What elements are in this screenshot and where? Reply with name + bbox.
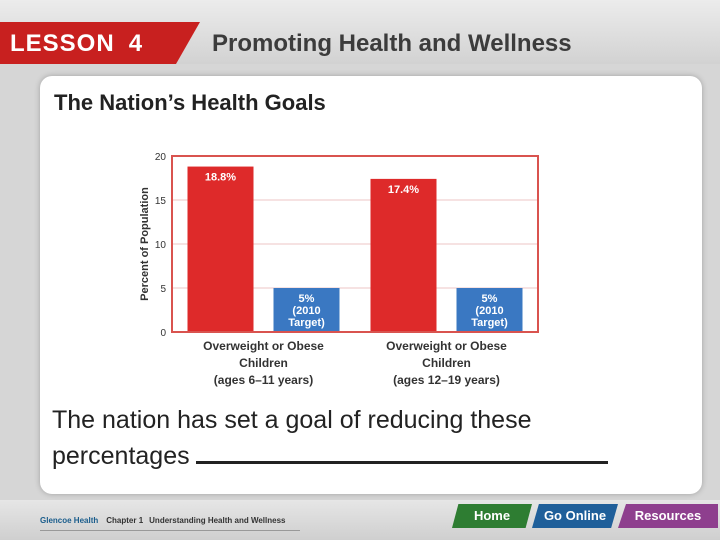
lesson-number: 4 bbox=[128, 30, 144, 57]
slide-body: The nation has set a goal of reducing th… bbox=[52, 402, 662, 474]
footer-divider bbox=[40, 530, 300, 531]
y-axis-label: Percent of Population bbox=[139, 187, 151, 301]
home-button[interactable]: Home bbox=[452, 504, 532, 528]
header-bar: LESSON 4 Promoting Health and Wellness bbox=[0, 0, 720, 64]
x-category-label: Overweight or Obese bbox=[386, 339, 507, 353]
lesson-tab bbox=[0, 22, 200, 64]
y-tick-label: 15 bbox=[155, 196, 167, 207]
plot-frame bbox=[171, 155, 539, 333]
x-category-label: Children bbox=[239, 356, 288, 370]
slide-card: The Nation’s Health Goals 0 5 10 15 20 Percen… bbox=[40, 76, 702, 494]
bar bbox=[187, 166, 254, 332]
go-online-button[interactable]: Go Online bbox=[532, 504, 618, 528]
footer-bar: Glencoe Health Chapter 1 Understanding Hea… bbox=[0, 500, 720, 540]
bar bbox=[370, 178, 437, 332]
bar bbox=[456, 288, 523, 332]
fill-in-blank-line bbox=[195, 439, 608, 464]
chapter-number: Chapter 1 bbox=[106, 516, 144, 525]
resources-button[interactable]: Resources bbox=[618, 504, 718, 528]
slide-title: The Nation’s Health Goals bbox=[54, 90, 326, 115]
x-category-label: (ages 12–19 years) bbox=[393, 373, 500, 387]
bar-value-label: Target) bbox=[288, 317, 325, 329]
y-tick-label: 0 bbox=[160, 328, 166, 339]
bar-value-label: 5% bbox=[482, 293, 498, 305]
bar-value-label: 18.8% bbox=[205, 172, 236, 184]
bar bbox=[273, 288, 340, 332]
x-category-label: Overweight or Obese bbox=[203, 339, 324, 353]
bar-value-label: 17.4% bbox=[388, 184, 419, 196]
y-tick-label: 20 bbox=[155, 152, 167, 163]
lesson-word: LESSON bbox=[10, 30, 115, 57]
lesson-title: Promoting Health and Wellness bbox=[212, 30, 572, 57]
slide-body-text: The nation has set a goal of reducing th… bbox=[52, 406, 532, 470]
x-category-label: (ages 6–11 years) bbox=[214, 373, 313, 387]
bar-value-label: (2010 bbox=[475, 305, 503, 317]
footer-credit: Glencoe Health Chapter 1 Understanding Hea… bbox=[40, 516, 285, 525]
publisher-name: Glencoe Health bbox=[40, 516, 99, 525]
y-tick-label: 10 bbox=[155, 240, 167, 251]
chapter-title: Understanding Health and Wellness bbox=[149, 516, 286, 525]
bar-value-label: (2010 bbox=[292, 305, 320, 317]
bar-value-label: Target) bbox=[471, 317, 508, 329]
y-tick-label: 5 bbox=[160, 284, 166, 295]
lesson-label: LESSON 4 bbox=[10, 30, 143, 58]
bar-value-label: 5% bbox=[299, 293, 315, 305]
x-category-label: Children bbox=[422, 356, 471, 370]
